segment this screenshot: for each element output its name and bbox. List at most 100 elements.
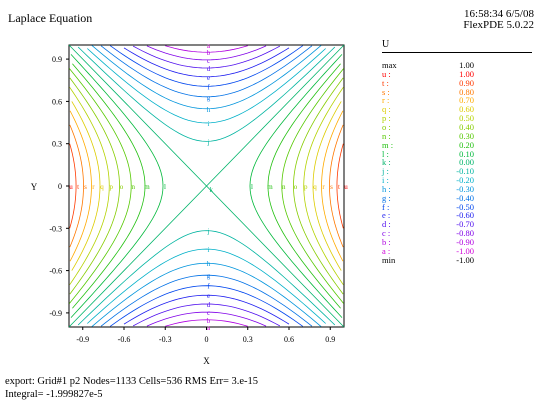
timestamp-block: 16:58:34 6/5/08 FlexPDE 5.0.22 [463,9,534,31]
contour-line [110,45,303,87]
contour-line [69,77,120,295]
contour-line [110,285,303,327]
x-axis-label: X [203,356,210,366]
legend-value: 0.80 [459,86,474,97]
legend-key: max [382,60,397,70]
contour-line [165,45,248,53]
contour-label: r [92,183,95,191]
legend-key: h : [382,183,391,194]
y-tick-label: 0.3 [52,140,62,149]
version-label: FlexPDE 5.0.22 [463,19,534,31]
contour-label: o [120,183,124,191]
contour-line [281,68,344,304]
contour-line [303,87,344,285]
contour-label: j [207,228,210,236]
contour-label: n [131,183,135,191]
timestamp: 16:58:34 6/5/08 [464,8,534,20]
contour-line [91,45,322,110]
legend-key: e : [382,210,391,221]
legend-entry: e : -0.60 [382,211,532,220]
legend-entry: f : -0.50 [382,201,532,212]
legend-value: -0.60 [456,210,474,221]
contour-label: t [77,183,79,191]
contour-line [91,262,322,327]
contour-label: u [344,183,348,191]
legend-value: 1.00 [459,60,474,70]
contour-line [312,101,342,271]
contour-label: s [84,183,87,191]
legend-entry: t : 0.90 [382,77,532,88]
contour-label: o [294,183,298,191]
contour-line [267,63,341,309]
legend-entry: p : 0.50 [382,114,532,123]
legend-value: 0.20 [459,139,474,150]
x-tick-label: 0.3 [243,335,253,344]
contour-line [165,319,248,327]
legend-entry: m : 0.20 [382,139,532,150]
contour-label: g [207,272,211,280]
legend-divider [382,52,532,53]
legend-value: 0.50 [459,113,474,124]
legend-entry: s : 0.80 [382,86,532,97]
contour-line [68,44,345,328]
legend-key: k : [382,157,391,168]
y-tick-label: -0.3 [49,224,62,233]
contour-label: g [207,94,211,102]
integral-info: Integral= -1.999827e-5 [5,389,103,400]
contour-line [336,143,344,229]
legend-entry: c : -0.80 [382,229,532,238]
x-tick-label: -0.9 [76,335,89,344]
contour-line [132,303,281,327]
contour-line [69,110,92,262]
contour-line [123,294,290,325]
legend-value: -0.90 [456,237,474,247]
legend-value: -0.30 [456,183,474,194]
legend-entry: min -1.00 [382,254,532,265]
contour-label: h [207,106,211,114]
legend-key: b : [382,237,391,247]
contour-label: a [207,324,211,332]
contour-line [321,110,344,262]
contour-label: j [207,138,210,146]
contour-line [87,48,326,124]
contour-label: d [207,301,211,309]
plot-title: Laplace Equation [8,11,93,25]
legend-value: 0.30 [459,130,474,141]
legend-key: q : [382,104,391,115]
contour-line [87,248,326,324]
contour-label: m [144,183,150,191]
legend-value: -1.00 [456,254,474,265]
legend-value: 1.00 [459,68,474,79]
contour-line [70,54,164,318]
contour-label: m [267,183,273,191]
legend-key: a : [382,245,391,256]
contour-label: q [100,183,104,191]
contour-label: b [207,317,211,325]
legend-entry: g : -0.40 [382,192,532,203]
contour-label: d [207,65,211,73]
contour-line [146,311,267,327]
contour-label: k [210,186,214,194]
legend-value: -0.10 [456,166,474,177]
contour-label: c [207,57,210,65]
legend-value: 0.90 [459,77,474,88]
legend-key: r : [382,95,390,106]
contour-line [69,143,77,229]
legend-key: g : [382,192,391,203]
contour-label: e [207,292,210,300]
legend-value: -0.50 [456,201,474,212]
contour-label: u [69,183,73,191]
contour-line [132,45,281,69]
legend-value: -0.80 [456,228,474,239]
contour-line [69,87,110,285]
contour-label: p [304,183,308,191]
x-tick-label: 0 [205,335,209,344]
contour-label: i [208,120,210,128]
contour-label: f [207,83,210,91]
x-tick-label: -0.3 [159,335,172,344]
legend-value: 0.70 [459,95,474,106]
x-tick-label: 0.6 [284,335,294,344]
legend-value: 0.60 [459,104,474,115]
legend-key: c : [382,228,391,239]
